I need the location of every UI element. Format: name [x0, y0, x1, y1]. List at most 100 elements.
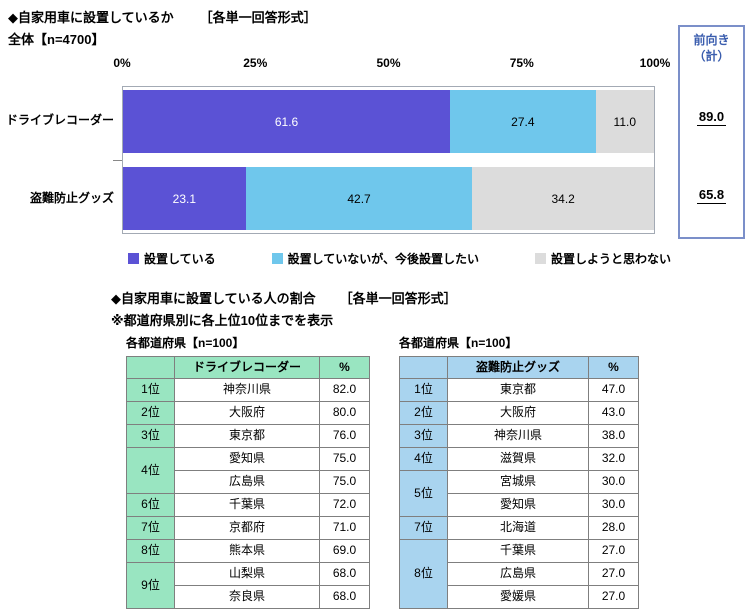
bar-value-label: 61.6	[274, 114, 299, 129]
prefecture-cell: 奈良県	[174, 585, 320, 609]
rank-cell: 8位	[399, 539, 448, 609]
category-label-anti-theft: 盗難防止グッズ	[29, 191, 114, 205]
bar-value-label: 27.4	[511, 114, 535, 129]
prefecture-cell: 愛知県	[447, 493, 589, 517]
category-label-drive-recorder: ドライブレコーダー	[5, 113, 114, 127]
value-cell: 27.0	[588, 562, 639, 586]
prefecture-cell: 東京都	[174, 424, 320, 448]
prefecture-cell: 滋賀県	[447, 447, 589, 471]
left-table-caption: 各都道府県【n=100】	[126, 336, 245, 350]
x-axis-tick-label: 100%	[639, 56, 671, 70]
bar-segment-no-intention: 34.2	[472, 167, 654, 230]
rank-cell: 2位	[126, 401, 175, 425]
corner-cell	[126, 356, 175, 379]
bar-segment-want-to-install: 27.4	[450, 90, 596, 153]
table-row: 2位 大阪府 80.0	[126, 401, 370, 425]
table-row: 広島県 27.0	[400, 562, 639, 586]
bar-value-label: 11.0	[613, 114, 637, 129]
rank-cell: 1位	[399, 378, 448, 402]
prefecture-cell: 北海道	[447, 516, 589, 540]
x-axis-tick-label: 75%	[509, 56, 534, 70]
rank-cell: 4位	[126, 447, 175, 494]
prefecture-cell: 愛媛県	[447, 585, 589, 609]
rank-cell: 4位	[399, 447, 448, 471]
value-cell: 69.0	[319, 539, 370, 563]
positive-total-header: 前向き （計）	[693, 33, 730, 64]
table-row: 愛知県 30.0	[400, 493, 639, 517]
bar-row-anti-theft: 23.1 42.7 34.2	[123, 167, 654, 230]
legend-swatch-no-intention	[535, 253, 547, 264]
legend-swatch-want-to-install	[271, 253, 283, 264]
bar-value-label: 34.2	[551, 191, 575, 206]
legend-label: 設置しようと思わない	[551, 252, 672, 266]
chart-title: ◆自家用車に設置しているか	[8, 10, 174, 25]
legend-swatch-installed	[128, 253, 139, 264]
table-row: 2位 大阪府 43.0	[399, 401, 639, 425]
rank-cell: 3位	[126, 424, 175, 448]
table-row: 4位 滋賀県 32.0	[399, 447, 639, 471]
rank-cell: 9位	[126, 562, 175, 609]
x-axis-tick-label: 50%	[376, 56, 401, 70]
prefecture-cell: 山梨県	[174, 562, 320, 586]
rank-cell: 2位	[399, 401, 448, 425]
value-cell: 27.0	[588, 539, 639, 563]
table-row: 8位 千葉県 27.0	[399, 539, 639, 609]
value-cell: 47.0	[588, 378, 639, 402]
prefecture-cell: 愛知県	[174, 447, 320, 471]
column-header: 盗難防止グッズ	[447, 356, 589, 379]
value-cell: 68.0	[319, 562, 370, 586]
corner-cell	[399, 356, 448, 379]
positive-total-box: 前向き （計） 89.0 65.8	[678, 25, 745, 239]
table-row: 6位 千葉県 72.0	[126, 493, 370, 517]
tables-title-row: ◆自家用車に設置している人の割合 ［各単一回答形式］	[111, 288, 457, 307]
value-cell: 43.0	[588, 401, 639, 425]
prefecture-cell: 東京都	[447, 378, 589, 402]
table-row: 7位 北海道 28.0	[399, 516, 639, 540]
value-cell: 32.0	[588, 447, 639, 471]
bar-value-label: 42.7	[347, 191, 371, 206]
chart-n-label: 全体【n=4700】	[8, 32, 105, 47]
positive-total-value-drive-recorder: 89.0	[696, 109, 727, 126]
prefecture-cell: 宮城県	[447, 470, 589, 494]
x-axis: 0% 25% 50% 75% 100%	[113, 56, 670, 72]
prefecture-cell: 千葉県	[447, 539, 589, 563]
table-row: 5位 宮城県 30.0	[399, 470, 639, 517]
table-row: 愛媛県 27.0	[400, 585, 639, 609]
bar-segment-installed: 61.6	[123, 90, 451, 153]
value-cell: 30.0	[588, 470, 639, 494]
prefecture-cell: 熊本県	[174, 539, 320, 563]
x-axis-tick-label: 0%	[113, 56, 131, 70]
chart-legend: 設置している 設置していないが、今後設置したい 設置しようと思わない	[128, 250, 671, 267]
bar-segment-want-to-install: 42.7	[245, 167, 473, 230]
legend-label: 設置していないが、今後設置したい	[287, 252, 480, 266]
value-cell: 72.0	[319, 493, 370, 517]
bar-row-drive-recorder: 61.6 27.4 11.0	[123, 90, 654, 153]
legend-item-want-to-install: 設置していないが、今後設置したい	[271, 250, 480, 267]
anti-theft-ranking-table: 盗難防止グッズ % 1位 東京都 47.0 2位 大阪府 43.0 3位 神奈川…	[399, 356, 639, 609]
value-cell: 38.0	[588, 424, 639, 448]
bar-segment-no-intention: 11.0	[595, 90, 654, 153]
table-row: 1位 神奈川県 82.0	[126, 378, 370, 402]
prefecture-cell: 京都府	[174, 516, 320, 540]
positive-total-value-anti-theft: 65.8	[696, 187, 727, 204]
value-cell: 68.0	[319, 585, 370, 609]
axis-category-tick	[113, 160, 122, 161]
table-row: 3位 神奈川県 38.0	[399, 424, 639, 448]
column-header: ドライブレコーダー	[174, 356, 320, 379]
chart-format-note: ［各単一回答形式］	[199, 10, 317, 25]
prefecture-cell: 大阪府	[174, 401, 320, 425]
table-row: 4位 愛知県 75.0	[126, 447, 370, 494]
tables-title: ◆自家用車に設置している人の割合	[111, 291, 316, 306]
prefecture-cell: 神奈川県	[174, 378, 320, 402]
legend-item-installed: 設置している	[128, 250, 216, 267]
prefecture-cell: 広島県	[447, 562, 589, 586]
value-cell: 82.0	[319, 378, 370, 402]
legend-label: 設置している	[144, 252, 216, 266]
table-row: 奈良県 68.0	[127, 585, 370, 609]
rank-cell: 1位	[126, 378, 175, 402]
rank-cell: 7位	[399, 516, 448, 540]
table-row: 広島県 75.0	[127, 470, 370, 494]
rank-cell: 3位	[399, 424, 448, 448]
column-header: %	[319, 356, 370, 379]
